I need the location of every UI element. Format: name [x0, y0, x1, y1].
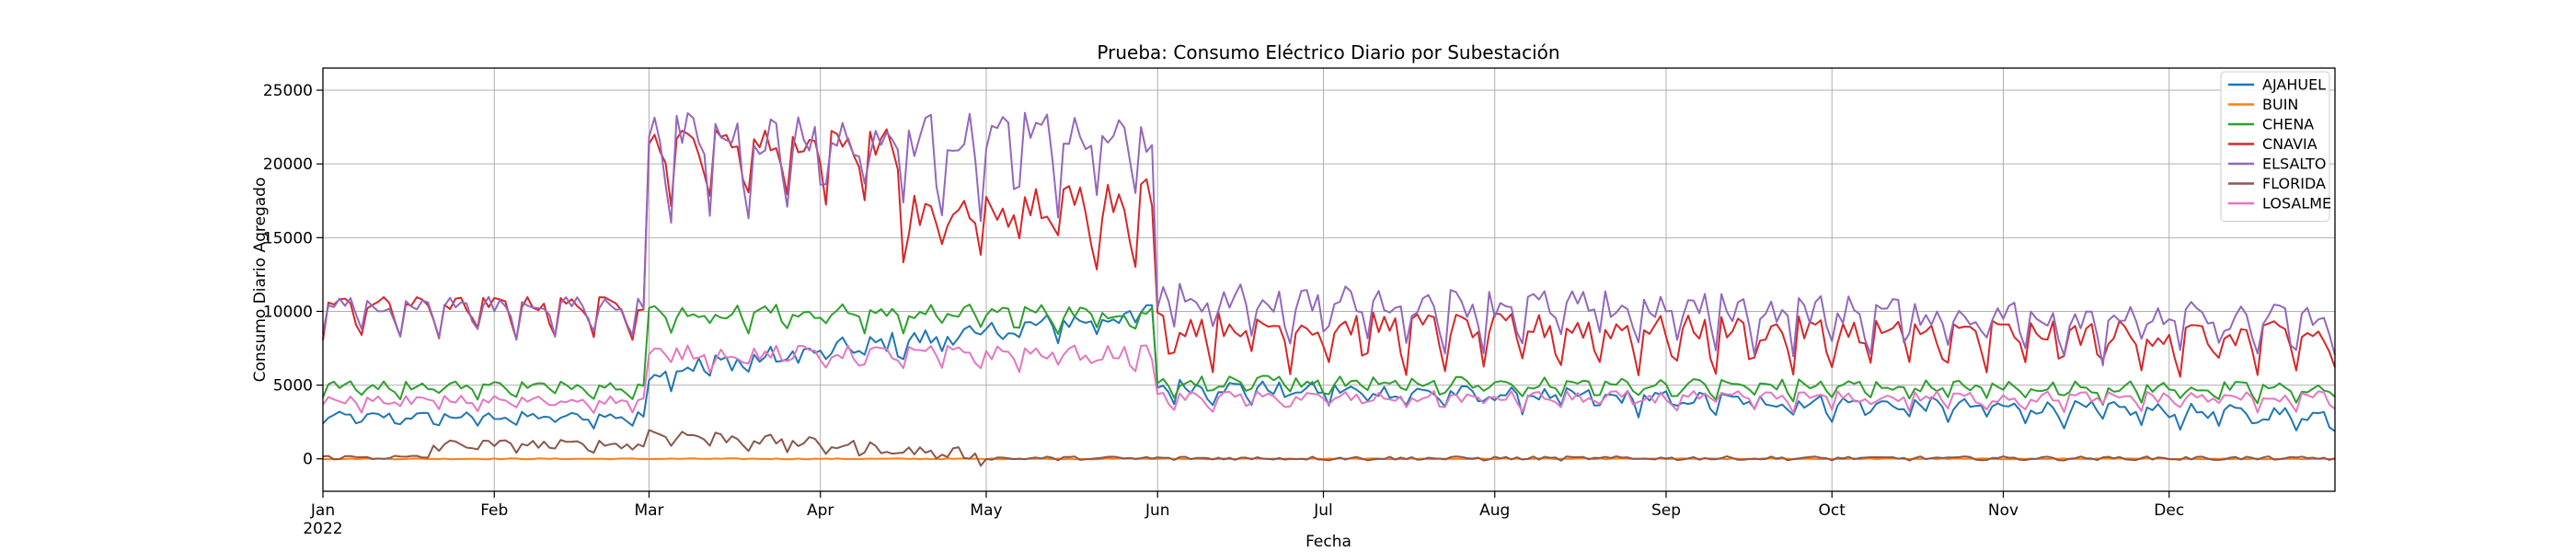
- grid-lines: [322, 68, 2335, 491]
- y-tick-label: 0: [303, 451, 313, 469]
- y-tick-label: 25000: [263, 82, 313, 100]
- plot-frame: [322, 67, 2336, 492]
- x-tick-label: Apr: [807, 501, 834, 520]
- y-tick-label: 10000: [263, 303, 313, 321]
- series-line-cnavia: [322, 128, 2336, 378]
- series-line-elsalto: [322, 111, 2336, 367]
- legend-label: BUIN: [2262, 96, 2298, 113]
- x-tick-label: Jul: [1313, 501, 1333, 520]
- chart-title: Prueba: Consumo Eléctrico Diario por Sub…: [1097, 41, 1559, 63]
- series-lines: [322, 111, 2336, 467]
- x-tick-label: Feb: [480, 501, 508, 520]
- legend-label: ELSALTO: [2262, 155, 2327, 173]
- series-line-ajahuel: [322, 304, 2336, 432]
- legend-label: LOSALME: [2262, 195, 2331, 213]
- y-tick-label: 15000: [263, 229, 313, 247]
- x-tick-label: Aug: [1479, 501, 1510, 520]
- legend-label: AJAHUEL: [2262, 76, 2326, 94]
- x-axis-title: Fecha: [1305, 533, 1351, 551]
- x-tick-label: Jun: [1144, 501, 1170, 520]
- x-tick-label: Oct: [1819, 501, 1846, 520]
- x-tick-year-label: 2022: [303, 520, 342, 538]
- x-tick-label: Sep: [1651, 501, 1681, 520]
- series-line-florida: [322, 429, 2336, 467]
- series-line-buin: [322, 457, 2336, 461]
- y-axis-ticks: 0 5000 10000 15000 20000 25000: [263, 82, 323, 469]
- series-line-losalme: [322, 344, 2336, 414]
- x-tick-label: Jan: [310, 501, 335, 520]
- x-tick-label: Dec: [2154, 501, 2184, 520]
- legend-label: FLORIDA: [2262, 175, 2326, 192]
- legend-label: CHENA: [2262, 116, 2314, 133]
- y-axis-title: Consumo Diario Agregado: [251, 178, 270, 383]
- x-tick-label: Mar: [634, 501, 663, 520]
- y-tick-label: 5000: [273, 377, 313, 396]
- y-tick-label: 20000: [263, 155, 313, 174]
- series-line-chena: [322, 303, 2336, 406]
- legend: AJAHUEL BUIN CHENA CNAVIA ELSALTO FLORIDA LOSA…: [2220, 71, 2331, 222]
- legend-label: CNAVIA: [2262, 135, 2317, 153]
- x-tick-label: Nov: [1988, 501, 2018, 520]
- x-tick-label: May: [970, 501, 1002, 520]
